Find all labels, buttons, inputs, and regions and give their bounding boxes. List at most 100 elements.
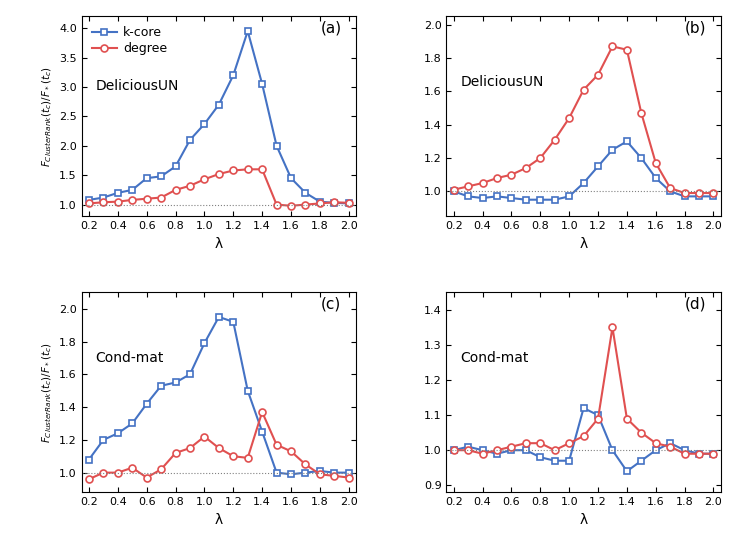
- k-core: [316, 468, 325, 474]
- k-core: [344, 200, 353, 207]
- Line: degree: degree: [450, 43, 717, 196]
- Line: degree: degree: [450, 324, 717, 457]
- k-core: [171, 163, 180, 170]
- degree: [680, 450, 689, 457]
- degree: [287, 448, 296, 455]
- degree: [507, 171, 516, 178]
- k-core: [666, 188, 675, 195]
- degree: [551, 136, 559, 143]
- k-core: [215, 313, 224, 320]
- degree: [450, 187, 458, 193]
- degree: [330, 199, 339, 206]
- k-core: [680, 193, 689, 200]
- k-core: [243, 28, 252, 34]
- k-core: [287, 471, 296, 478]
- k-core: [186, 371, 195, 377]
- k-core: [623, 138, 632, 144]
- k-core: [301, 190, 310, 196]
- degree: [186, 183, 195, 189]
- k-core: [301, 469, 310, 476]
- Line: k-core: k-core: [85, 28, 352, 207]
- k-core: [114, 430, 123, 437]
- degree: [287, 202, 296, 209]
- k-core: [344, 469, 353, 476]
- degree: [344, 474, 353, 481]
- k-core: [551, 457, 559, 464]
- degree: [536, 440, 545, 446]
- k-core: [464, 193, 473, 200]
- k-core: [565, 193, 574, 200]
- degree: [99, 469, 108, 476]
- k-core: [478, 195, 487, 201]
- degree: [229, 167, 238, 174]
- Legend: k-core, degree: k-core, degree: [88, 22, 171, 59]
- k-core: [316, 199, 325, 205]
- k-core: [680, 447, 689, 453]
- k-core: [507, 195, 516, 201]
- k-core: [128, 420, 137, 427]
- k-core: [608, 147, 617, 153]
- degree: [200, 176, 209, 183]
- k-core: [536, 454, 545, 461]
- k-core: [478, 447, 487, 453]
- degree: [85, 476, 94, 482]
- degree: [536, 155, 545, 161]
- Y-axis label: $F_{ClusterRank}(t_c)/F_*(t_c)$: $F_{ClusterRank}(t_c)/F_*(t_c)$: [40, 66, 53, 167]
- degree: [579, 433, 588, 439]
- k-core: [522, 196, 531, 203]
- Text: (d): (d): [685, 296, 707, 311]
- k-core: [157, 173, 166, 179]
- degree: [157, 194, 166, 201]
- X-axis label: λ: λ: [580, 513, 588, 527]
- degree: [637, 429, 646, 436]
- k-core: [186, 137, 195, 143]
- k-core: [623, 468, 632, 475]
- Text: DeliciousUN: DeliciousUN: [95, 79, 179, 94]
- k-core: [579, 405, 588, 411]
- degree: [330, 473, 339, 479]
- degree: [215, 445, 224, 451]
- degree: [258, 409, 267, 415]
- Text: (a): (a): [320, 20, 342, 36]
- degree: [200, 433, 209, 440]
- degree: [666, 444, 675, 450]
- degree: [594, 415, 603, 422]
- Line: k-core: k-core: [450, 138, 717, 203]
- degree: [114, 469, 123, 476]
- X-axis label: λ: λ: [215, 237, 223, 251]
- degree: [695, 190, 704, 196]
- k-core: [200, 340, 209, 346]
- X-axis label: λ: λ: [580, 237, 588, 251]
- degree: [608, 43, 617, 50]
- k-core: [215, 101, 224, 108]
- degree: [680, 190, 689, 196]
- k-core: [695, 450, 704, 457]
- degree: [709, 190, 718, 196]
- degree: [608, 324, 617, 331]
- k-core: [493, 193, 502, 200]
- Y-axis label: $F_{ClusterRank}(t_c)/F_*(t_c)$: $F_{ClusterRank}(t_c)/F_*(t_c)$: [40, 342, 53, 443]
- degree: [142, 474, 151, 481]
- k-core: [695, 193, 704, 200]
- degree: [666, 185, 675, 191]
- degree: [579, 86, 588, 93]
- degree: [272, 201, 281, 208]
- degree: [464, 447, 473, 453]
- k-core: [594, 163, 603, 170]
- k-core: [450, 188, 458, 195]
- k-core: [551, 196, 559, 203]
- Line: k-core: k-core: [85, 313, 352, 478]
- Line: degree: degree: [85, 409, 352, 482]
- k-core: [99, 437, 108, 443]
- k-core: [229, 72, 238, 79]
- degree: [493, 447, 502, 453]
- degree: [243, 455, 252, 461]
- Text: Cond-mat: Cond-mat: [95, 351, 163, 365]
- degree: [522, 440, 531, 446]
- degree: [478, 180, 487, 187]
- degree: [157, 466, 166, 473]
- k-core: [330, 200, 339, 206]
- k-core: [637, 457, 646, 464]
- k-core: [200, 121, 209, 127]
- degree: [695, 450, 704, 457]
